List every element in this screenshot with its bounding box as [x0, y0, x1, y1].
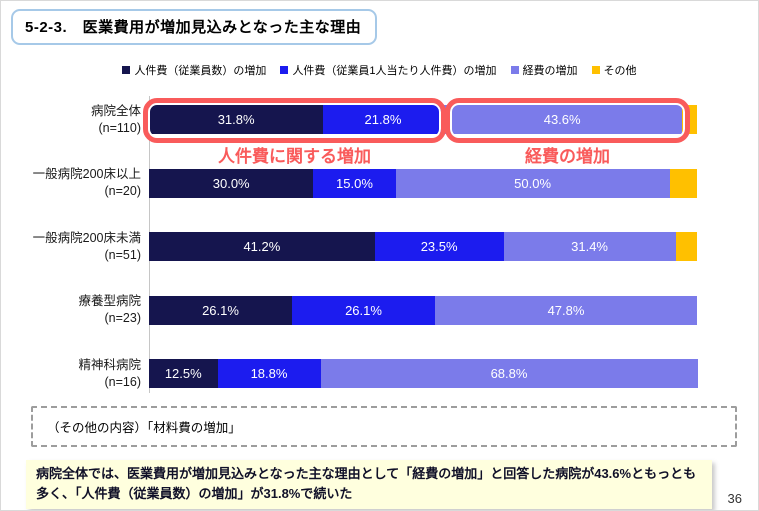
legend-marker-icon	[510, 66, 519, 74]
chart-row: 病院全体 (n=110) 31.8% 21.8% 43.6%	[9, 88, 697, 152]
bar-value-label: 43.6%	[543, 112, 581, 128]
legend-item: 経費の増加	[510, 62, 578, 78]
bar-value-label: 68.8%	[490, 366, 528, 382]
bar-segment: 15.0%	[313, 168, 396, 198]
bar-track: 26.1% 26.1% 47.8%	[149, 295, 697, 325]
bar-segment	[675, 232, 697, 262]
legend-marker-icon	[591, 66, 600, 74]
bar-segment: 31.4%	[503, 232, 676, 262]
chart-legend: 人件費（従業員数）の増加 人件費（従業員1人当たり人件費）の増加 経費の増加 その他	[1, 62, 758, 78]
legend-item: 人件費（従業員1人当たり人件費）の増加	[280, 62, 497, 78]
bar-segment	[669, 168, 697, 198]
chart-row: 精神科病院 (n=16) 12.5% 18.8% 68.8%	[9, 342, 698, 406]
category-label: 精神科病院 (n=16)	[78, 357, 141, 389]
legend-label: 経費の増加	[522, 65, 578, 77]
bar-segment: 18.8%	[217, 359, 321, 389]
bar-segment: 68.8%	[320, 359, 698, 389]
category-label: 一般病院200床未満 (n=51)	[32, 230, 141, 262]
bar-value-label: 15.0%	[336, 175, 373, 191]
other-contents-box: （その他の内容）「材料費の増加」	[31, 406, 737, 447]
bar-value-label: 23.5%	[420, 239, 458, 255]
bar-track: 31.8% 21.8% 43.6%	[149, 105, 697, 135]
bar-value-label: 26.1%	[202, 302, 239, 318]
chart-row: 一般病院200床以上 (n=20) 30.0% 15.0% 50.0%	[9, 152, 697, 216]
category-label: 療養型病院 (n=23)	[78, 294, 141, 326]
bar-segment: 12.5%	[149, 359, 218, 389]
legend-item: 人件費（従業員数）の増加	[122, 62, 266, 78]
legend-label: 人件費（従業員1人当たり人件費）の増加	[292, 65, 497, 77]
bar-track: 12.5% 18.8% 68.8%	[149, 359, 698, 389]
summary-text: 病院全体では、医業費用が増加見込みとなった主な理由として「経費の増加」と回答した…	[36, 466, 697, 501]
bar-value-label: 41.2%	[243, 239, 281, 255]
chart-row: 一般病院200床未満 (n=51) 41.2% 23.5% 31.4%	[9, 215, 697, 279]
bar-value-label: 12.5%	[164, 366, 202, 382]
bar-segment: 41.2%	[149, 232, 375, 262]
bar-value-label: 47.8%	[547, 302, 585, 318]
other-contents-text: （その他の内容）「材料費の増加」	[47, 421, 241, 435]
bar-segment: 31.8%	[149, 105, 324, 135]
bar-segment: 21.8%	[323, 105, 443, 135]
bar-segment: 50.0%	[395, 168, 670, 198]
category-label: 病院全体 (n=110)	[90, 103, 141, 135]
chart-row: 療養型病院 (n=23) 26.1% 26.1% 47.8%	[9, 279, 697, 343]
bar-value-label: 50.0%	[514, 175, 552, 191]
annotation-label-labor: 人件費に関する増加	[218, 147, 371, 166]
legend-item: その他	[591, 62, 637, 78]
bar-segment: 26.1%	[149, 295, 293, 325]
bar-segment: 43.6%	[442, 105, 682, 135]
annotation-label-expense: 経費の増加	[525, 147, 610, 166]
bar-segment	[681, 105, 697, 135]
stacked-bar-chart: 病院全体 (n=110) 31.8% 21.8% 43.6% 一般病院200床以上 (n=2…	[9, 88, 698, 406]
bar-value-label: 31.8%	[217, 112, 255, 128]
bar-value-label: 18.8%	[250, 366, 288, 382]
legend-label: 人件費（従業員数）の増加	[134, 65, 267, 77]
legend-label: その他	[603, 65, 637, 77]
legend-marker-icon	[280, 66, 289, 74]
page-number: 36	[727, 491, 742, 506]
bar-value-label: 26.1%	[345, 302, 382, 318]
bar-value-label: 30.0%	[212, 175, 250, 191]
bar-track: 41.2% 23.5% 31.4%	[149, 232, 697, 262]
category-label: 一般病院200床以上 (n=20)	[32, 167, 141, 199]
bar-track: 30.0% 15.0% 50.0%	[149, 168, 697, 198]
bar-segment: 23.5%	[374, 232, 504, 262]
summary-note: 病院全体では、医業費用が増加見込みとなった主な理由として「経費の増加」と回答した…	[26, 460, 712, 509]
bar-value-label: 21.8%	[364, 112, 402, 128]
bar-value-label: 31.4%	[571, 239, 608, 255]
bar-segment: 26.1%	[292, 295, 436, 325]
legend-marker-icon	[122, 66, 131, 74]
bar-segment: 47.8%	[435, 295, 697, 325]
page-title: 5-2-3. 医業費用が増加見込みとなった主な理由	[11, 9, 378, 45]
bar-segment: 30.0%	[149, 168, 314, 198]
